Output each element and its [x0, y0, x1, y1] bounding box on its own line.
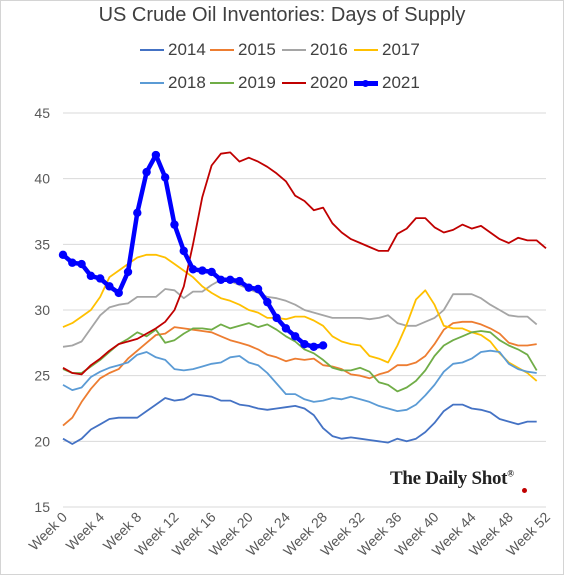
series-point-2021-18 [225, 275, 235, 284]
series-point-2021-25 [291, 332, 300, 341]
y-tick-label-25: 25 [34, 368, 50, 384]
legend-label-2021: 2021 [382, 73, 420, 92]
legend-swatch-2018 [140, 82, 164, 84]
legend-swatch-2014 [140, 49, 164, 51]
series-point-2021-1 [68, 258, 77, 267]
legend-label-2018: 2018 [168, 73, 206, 92]
legend-item-2020: 2020 [282, 73, 354, 93]
gridlines [63, 112, 546, 508]
series-point-2021-0 [58, 250, 68, 260]
series-point-2021-22 [263, 297, 272, 307]
series-point-2021-27 [309, 342, 318, 351]
watermark-dot [522, 488, 527, 493]
series-line-2018 [62, 349, 537, 413]
series-point-2021-3 [86, 271, 96, 281]
series-line-2021 [61, 152, 324, 350]
legend-item-2019: 2019 [210, 73, 282, 93]
series-point-2021-24 [281, 324, 291, 333]
series-point-2021-11 [160, 173, 170, 182]
chart-legend: 2014 2015 2016 2017 2018 2019 2020 2021 [140, 40, 440, 93]
legend-label-2015: 2015 [238, 40, 276, 59]
series-point-2021-10 [151, 150, 161, 160]
series-point-2021-19 [235, 276, 244, 286]
series-point-2021-7 [123, 267, 133, 277]
legend-swatch-2020 [282, 82, 306, 84]
legend-swatch-2019 [210, 82, 234, 84]
legend-item-2014: 2014 [140, 40, 210, 60]
series-point-2021-12 [170, 220, 179, 229]
series-line-2017 [62, 253, 538, 382]
series-point-2021-17 [216, 275, 226, 284]
series-point-2021-16 [207, 267, 216, 277]
legend-swatch-2021 [354, 79, 378, 87]
series-point-2021-20 [244, 283, 253, 292]
series-line-2016 [62, 278, 538, 348]
series-point-2021-4 [95, 274, 105, 283]
legend-swatch-2015 [210, 49, 234, 51]
series-point-2021-28 [318, 341, 328, 350]
legend-item-2021: 2021 [354, 73, 426, 93]
series-point-2021-5 [105, 282, 114, 291]
y-axis-ticks: 15 20 25 30 35 40 45 [34, 105, 50, 515]
legend-item-2018: 2018 [140, 73, 210, 93]
y-tick-label-35: 35 [34, 236, 50, 252]
watermark-registered-mark: ® [507, 468, 514, 479]
series-lines [58, 150, 547, 445]
series-point-2021-23 [272, 313, 281, 323]
legend-label-2020: 2020 [310, 73, 348, 92]
series-point-2021-26 [300, 339, 309, 349]
y-tick-label-15: 15 [34, 499, 50, 515]
series-point-2021-14 [188, 265, 198, 274]
series-line-2014 [62, 393, 537, 445]
series-point-2021-13 [179, 246, 188, 256]
series-line-2019 [62, 322, 538, 393]
chart-title: US Crude Oil Inventories: Days of Supply [98, 4, 466, 26]
legend-label-2019: 2019 [238, 73, 276, 92]
legend-item-2016: 2016 [282, 40, 354, 60]
x-tick-label-0: Week 0 [25, 509, 70, 554]
y-tick-label-45: 45 [34, 105, 50, 121]
legend-swatch-2016 [282, 49, 306, 51]
y-tick-label-30: 30 [34, 302, 50, 318]
legend-label-2014: 2014 [168, 40, 206, 59]
watermark-text: The Daily Shot [390, 468, 508, 489]
x-tick-label-4: Week 4 [63, 509, 108, 554]
legend-label-2016: 2016 [310, 40, 348, 59]
legend-swatch-2017 [354, 49, 378, 51]
series-line-2020 [62, 151, 547, 376]
series-point-2021-9 [142, 167, 151, 177]
series-point-2021-21 [253, 284, 263, 294]
y-tick-label-40: 40 [34, 171, 50, 187]
series-point-2021-2 [77, 259, 86, 269]
watermark-logo: The Daily Shot® [390, 468, 514, 490]
legend-label-2017: 2017 [382, 40, 420, 59]
series-point-2021-15 [198, 266, 207, 275]
series-point-2021-6 [114, 288, 123, 298]
series-line-2015 [62, 320, 537, 427]
legend-item-2017: 2017 [354, 40, 426, 60]
series-point-2021-8 [133, 208, 142, 218]
y-tick-label-20: 20 [34, 433, 50, 449]
legend-item-2015: 2015 [210, 40, 282, 60]
